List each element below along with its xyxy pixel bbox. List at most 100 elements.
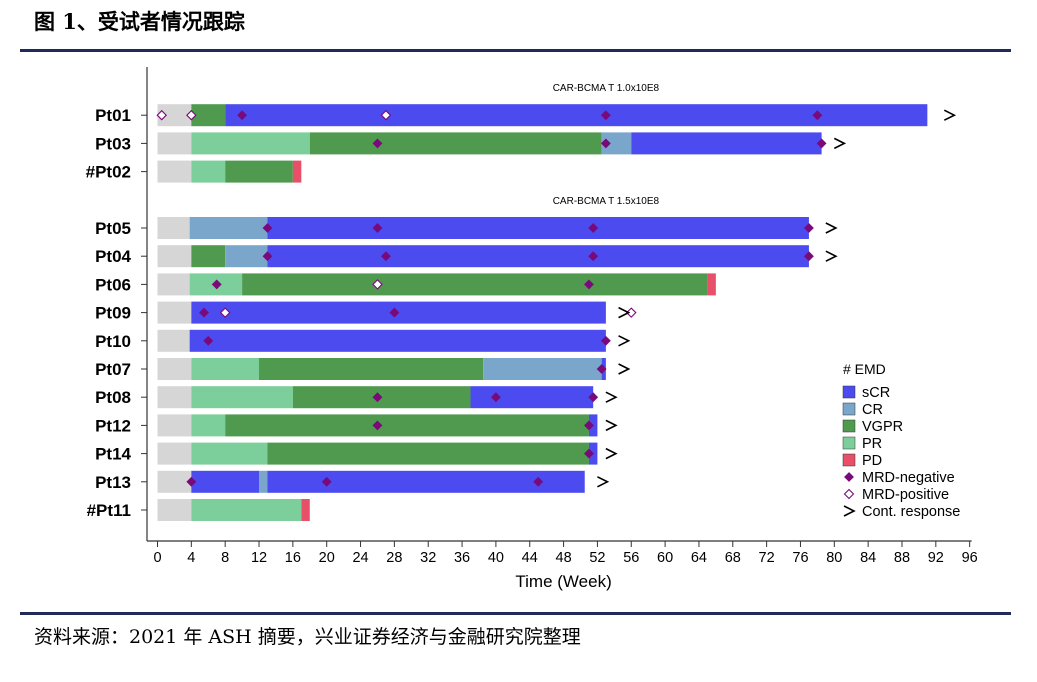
mrd-negative-marker [588,223,599,233]
mrd-negative-marker [803,251,814,262]
continued-response-arrow [618,335,631,347]
x-tick-label: 88 [894,550,910,566]
mrd-negative-marker [600,138,611,149]
mrd-positive-marker [186,109,197,121]
mrd-negative-marker [816,138,827,149]
x-tick-label: 80 [826,550,842,566]
patient-row: Pt12 [95,414,618,437]
continued-response-arrow [833,137,847,150]
mrd-positive-marker [156,109,168,121]
legend: # EMD sCRCRVGPRPRPDMRD-negativeMRD-positi… [842,361,960,520]
response-bar-vgpr [225,160,293,183]
response-bar-vgpr [191,104,226,127]
continued-response-arrow [605,447,618,460]
x-tick-label: 44 [522,550,538,566]
mrd-negative-marker [262,251,273,262]
bottom-rule [20,612,1011,615]
patient-row: #Pt02 [86,160,302,183]
legend-label: Cont. response [862,504,960,520]
figure-title: 图 1、受试者情况跟踪 [34,9,245,34]
mrd-negative-marker [584,279,594,290]
patient-label: Pt03 [95,134,131,153]
x-tick-label: 24 [352,550,368,566]
patient-row: Pt14 [95,442,618,465]
patient-label: Pt10 [95,332,131,351]
response-bar-scr [225,104,928,127]
x-tick-label: 28 [386,550,402,566]
x-tick-label: 92 [928,550,944,566]
response-bar-pre [157,386,192,409]
response-bar-pre [157,132,192,155]
response-bar-pre [157,104,192,127]
swimmer-chart: CAR-BCMA T 1.0x10E8 CAR-BCMA T 1.5x10E8 0 4… [86,67,978,591]
x-tick-label: 96 [962,550,978,566]
patient-label: Pt07 [95,360,131,379]
top-rule [20,49,1011,52]
response-bar-vgpr [309,132,602,155]
mrd-negative-marker [321,476,332,487]
response-bar-pre [157,470,192,493]
mrd-negative-marker [372,223,383,233]
response-bar-pre [157,329,190,352]
continued-response-arrow [597,476,610,488]
response-bar-pd [292,160,302,183]
continued-response-arrow [825,222,838,234]
response-bar-scr [470,386,594,409]
response-bar-vgpr [225,414,589,437]
mrd-positive-marker [372,279,383,290]
continued-response-arrow [618,363,631,375]
legend-label: sCR [862,385,890,401]
x-tick-label: 60 [657,550,673,566]
patient-row: Pt04 [95,245,838,268]
response-bar-scr [631,132,822,155]
legend-label: CR [862,402,883,418]
mrd-negative-marker [600,110,611,121]
response-bar-scr [267,245,809,268]
legend-swatch-vgpr [842,419,856,433]
mrd-negative-marker [372,138,383,149]
legend-header: # EMD [843,361,886,377]
response-bar-pr [191,499,302,521]
x-tick-label: 36 [454,550,470,566]
patient-label: #Pt11 [87,501,131,520]
response-bar-vgpr [259,358,484,380]
response-bar-pre [157,301,192,324]
x-tick-label: 4 [187,550,195,566]
mrd-negative-marker [533,476,544,487]
mrd-negative-marker [237,110,248,121]
response-bar-pr [191,132,310,155]
response-bar-cr [259,470,268,493]
patient-row: #Pt11 [87,499,310,521]
mrd-negative-marker [596,364,607,374]
group-label: CAR-BCMA T 1.5x10E8 [553,196,660,207]
x-tick-label: 0 [153,550,161,566]
patient-row: Pt06 [95,273,716,296]
response-bar-pr [191,414,226,437]
patient-label: Pt05 [95,219,131,238]
patient-label: Pt14 [95,445,131,464]
response-bar-pre [157,273,190,296]
x-tick-label: 48 [556,550,572,566]
mrd-negative-marker [584,420,594,431]
mrd-negative-marker [186,476,197,487]
response-bar-pr [191,442,268,465]
patient-row: Pt10 [95,329,631,352]
x-tick-label: 56 [623,550,639,566]
legend-continued-response-arrow [843,505,856,517]
response-bar-vgpr [267,442,589,465]
patient-row: Pt03 [95,132,847,155]
mrd-negative-marker [803,223,814,233]
patient-label: Pt06 [95,275,131,294]
legend-label: PD [862,453,882,469]
mrd-negative-marker [199,307,209,318]
response-bar-cr [225,245,268,268]
continued-response-arrow [943,109,957,121]
response-bar-pre [157,499,192,521]
response-bar-vgpr [242,273,708,296]
response-bar-pd [301,499,310,521]
response-bar-scr [191,470,260,493]
mrd-positive-marker [219,307,231,318]
x-tick-label: 16 [285,550,301,566]
mrd-negative-marker [588,251,599,262]
x-tick-label: 40 [488,550,504,566]
